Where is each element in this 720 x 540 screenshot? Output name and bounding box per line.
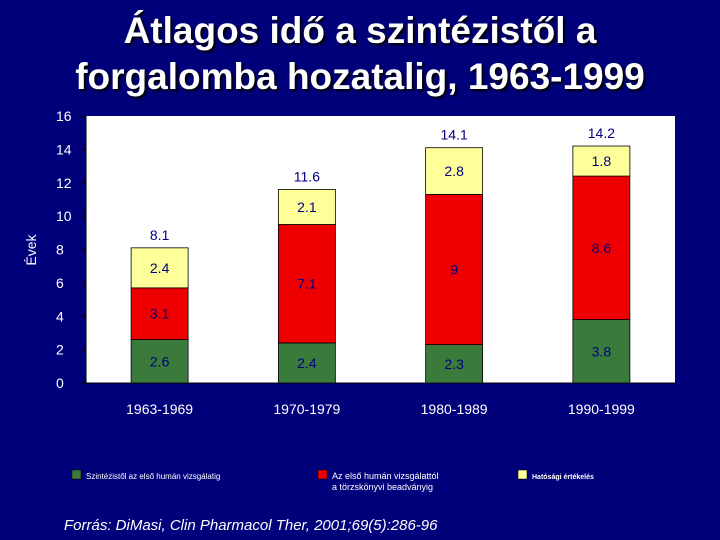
data-label: 8.6 — [592, 240, 612, 256]
data-label: 2.3 — [444, 356, 464, 372]
total-label: 14.2 — [588, 125, 615, 141]
legend-label: Az első humán vizsgálattól — [332, 471, 439, 481]
total-label: 11.6 — [294, 168, 320, 184]
legend-swatch — [317, 469, 328, 480]
bar-segment — [130, 287, 189, 341]
y-tick-label: 0 — [56, 375, 64, 391]
slide-title: Átlagos idő a szintézistől a forgalomba … — [0, 8, 720, 100]
legend-swatch — [517, 469, 528, 480]
bar-segment — [425, 147, 484, 195]
data-label: 2.1 — [297, 199, 317, 215]
total-label: 14.1 — [441, 127, 468, 143]
y-tick-label: 12 — [56, 175, 72, 191]
y-tick-label: 6 — [56, 275, 64, 291]
y-tick-label: 10 — [56, 208, 72, 224]
data-label: 2.4 — [297, 355, 317, 371]
data-label: 9 — [450, 262, 458, 278]
bar-segment — [130, 339, 189, 384]
bar-segment — [277, 224, 336, 344]
data-label: 2.4 — [150, 260, 170, 276]
bar-segment — [572, 175, 631, 320]
data-label: 2.6 — [150, 353, 170, 369]
y-tick-label: 4 — [56, 308, 64, 324]
title-line-1: Átlagos idő a szintézistől a — [123, 10, 597, 51]
bar-segment — [425, 194, 484, 346]
y-tick-label: 2 — [56, 342, 64, 358]
legend-swatch — [71, 469, 82, 480]
x-tick-label: 1980-1989 — [421, 401, 488, 417]
bar-segment — [425, 344, 484, 384]
bar-segment — [572, 145, 631, 177]
y-tick-label: 14 — [56, 141, 72, 157]
total-label: 8.1 — [150, 227, 170, 243]
legend-label: Szintézistől az első humán vizsgálatig — [86, 472, 220, 481]
data-label: 3.1 — [150, 306, 170, 322]
x-tick-label: 1963-1969 — [126, 401, 193, 417]
source-citation: Forrás: DiMasi, Clin Pharmacol Ther, 200… — [64, 517, 438, 534]
legend-label: a törzskönyvi beadványig — [332, 482, 433, 492]
bar-segment — [130, 247, 189, 289]
legend-label: Hatósági értékelés — [532, 474, 594, 481]
data-label: 1.8 — [592, 153, 612, 169]
data-label: 7.1 — [297, 276, 317, 292]
x-tick-label: 1990-1999 — [568, 401, 635, 417]
data-label: 2.8 — [444, 163, 464, 179]
title-line-2: forgalomba hozatalig, 1963-1999 — [75, 56, 645, 97]
legend-box — [66, 462, 670, 500]
data-label: 3.8 — [592, 343, 612, 359]
x-tick-label: 1970-1979 — [273, 401, 340, 417]
bar-segment — [277, 342, 336, 384]
y-tick-label: 16 — [56, 108, 72, 124]
bar-segment — [572, 319, 631, 384]
bar-segment — [277, 189, 336, 225]
y-tick-label: 8 — [56, 242, 64, 258]
y-axis-label: Évek — [23, 233, 39, 265]
